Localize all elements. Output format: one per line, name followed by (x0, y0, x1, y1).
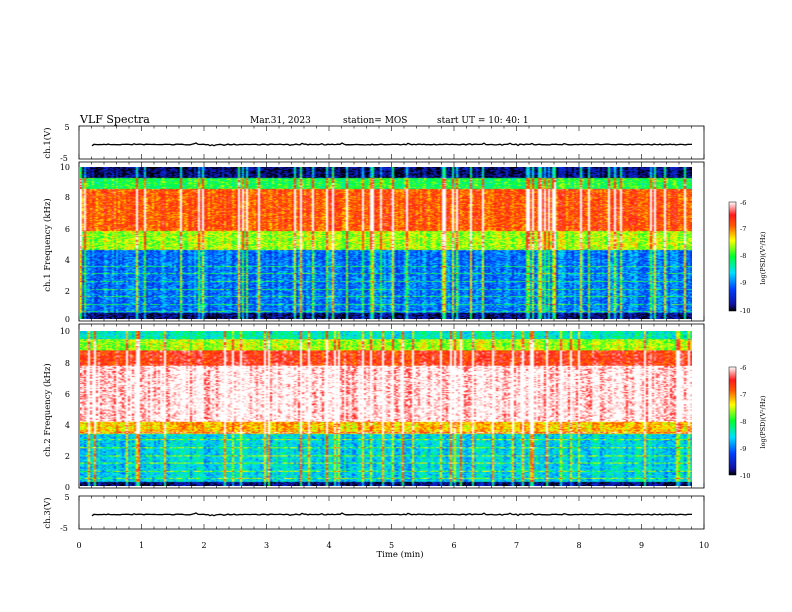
ch1-waveform-panel: 5 -5 ch.1(V) (42, 123, 705, 163)
ch2-freq-tick-0: 0 (65, 483, 70, 492)
ch3-waveform-ylabel: ch.3(V) (42, 497, 53, 528)
ch2-spectrogram-image (80, 331, 692, 486)
time-axis-tick-labels: 0 1 2 3 4 5 6 7 8 9 10 (76, 541, 709, 550)
ch2-colorbar-tick-m7: -7 (740, 391, 746, 399)
ch1-freq-tick-10: 10 (60, 163, 70, 172)
ch1-spectrogram-panel: 0 2 4 6 8 10 ch.1 Frequency (kHz) -6 -7 … (42, 161, 767, 324)
ch3-waveform-frame (78, 495, 705, 530)
ch1-freq-tick-2: 2 (65, 287, 70, 296)
time-tick-label: 7 (514, 541, 519, 550)
ch1-freq-tick-0: 0 (65, 315, 70, 324)
ch1-freq-tick-6: 6 (65, 225, 70, 234)
time-axis-label: Time (min) (376, 549, 423, 560)
time-tick-label: 1 (139, 541, 144, 550)
ch2-spectrogram-panel: 0 2 4 6 8 10 ch.2 Frequency (kHz) -6 -7 … (42, 323, 767, 492)
ch3-waveform-ticks (78, 496, 705, 529)
ch2-colorbar-label: log(PSD)(V²/Hz) (759, 395, 767, 448)
ch1-colorbar-tick-m7: -7 (740, 225, 746, 233)
ch2-spectrogram-ticks (78, 324, 705, 488)
ch3-ytick-bottom: -5 (60, 524, 68, 533)
figure-title: VLF Spectra (79, 113, 150, 126)
time-tick-label: 5 (389, 541, 394, 550)
start-time-label: start UT = 10: 40: 1 (437, 116, 529, 126)
ch2-freq-tick-2: 2 (65, 452, 70, 461)
ch2-freq-tick-8: 8 (65, 359, 70, 368)
ch3-waveform-panel: 5 -5 ch.3(V) (42, 493, 705, 533)
time-tick-label: 0 (76, 541, 81, 550)
ch2-colorbar-tick-m6: -6 (740, 364, 746, 372)
ch2-colorbar-tick-m10: -10 (740, 472, 750, 480)
ch2-colorbar-tick-m9: -9 (740, 445, 746, 453)
ch1-colorbar-tick-m6: -6 (740, 199, 746, 207)
ch2-colorbar-tick-m8: -8 (740, 418, 746, 426)
ch1-waveform-trace (91, 142, 693, 147)
ch3-ytick-top: 5 (64, 493, 69, 502)
ch1-waveform-ticks (78, 126, 705, 159)
ch1-colorbar-tick-m9: -9 (740, 279, 746, 287)
ch2-freq-tick-10: 10 (60, 327, 70, 336)
ch2-freq-tick-4: 4 (65, 421, 70, 430)
time-tick-label: 8 (576, 541, 581, 550)
ch1-spectrogram-image (80, 167, 692, 319)
time-tick-label: 3 (264, 541, 269, 550)
date-label: Mar.31, 2023 (250, 116, 311, 126)
ch2-spectrogram-ylabel: ch.2 Frequency (kHz) (42, 363, 53, 456)
ch1-colorbar-tick-m10: -10 (740, 307, 750, 315)
time-tick-label: 4 (326, 541, 331, 550)
ch1-freq-tick-8: 8 (65, 193, 70, 202)
ch1-colorbar-label: log(PSD)(V²/Hz) (759, 231, 767, 284)
time-tick-label: 9 (639, 541, 644, 550)
station-label: station= MOS (343, 116, 407, 126)
ch1-spectrogram-ticks (78, 162, 705, 321)
ch1-colorbar-tick-m8: -8 (740, 252, 746, 260)
ch1-colorbar (728, 201, 737, 312)
ch1-freq-tick-4: 4 (65, 256, 70, 265)
ch1-waveform-frame (78, 125, 705, 160)
time-tick-label: 2 (201, 541, 206, 550)
ch1-ytick-bottom: -5 (60, 154, 68, 163)
ch1-ytick-top: 5 (64, 123, 69, 132)
time-tick-label: 10 (699, 541, 709, 550)
ch1-spectrogram-ylabel: ch.1 Frequency (kHz) (42, 198, 53, 291)
time-tick-label: 6 (451, 541, 456, 550)
ch3-waveform-trace (91, 512, 693, 517)
ch2-colorbar (728, 366, 737, 476)
ch2-freq-tick-6: 6 (65, 390, 70, 399)
ch1-waveform-ylabel: ch.1(V) (42, 127, 53, 158)
